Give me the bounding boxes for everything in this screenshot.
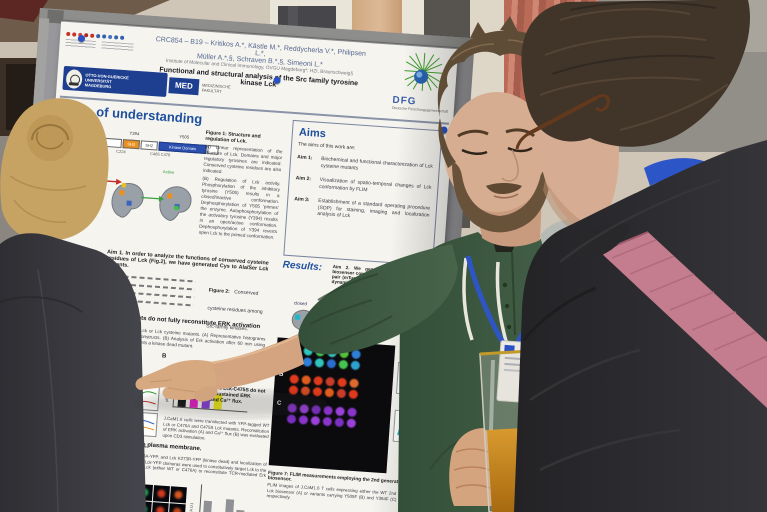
- beard: [452, 162, 551, 233]
- crc854-starburst-icon: [404, 52, 443, 91]
- black-hoodie: [514, 140, 767, 512]
- glasses-earpiece: [594, 94, 610, 112]
- glasses-frame: [515, 132, 529, 150]
- listener-hair: [521, 0, 750, 147]
- glasses-temple: [527, 96, 597, 136]
- listener-foreground: [514, 0, 767, 512]
- suit-jacket-back: [0, 233, 146, 512]
- eye: [507, 146, 533, 153]
- hood-fold: [585, 223, 632, 258]
- mustache: [486, 183, 522, 194]
- beer: [487, 428, 524, 512]
- hoodie-drawstring: [495, 261, 510, 349]
- hair-bun: [27, 115, 73, 161]
- glass-highlight: [489, 359, 495, 431]
- thumb: [194, 386, 218, 402]
- strap-ribbing: [611, 239, 767, 371]
- attendee-left: [0, 98, 146, 512]
- presenter-face: [444, 92, 550, 212]
- forearm: [207, 334, 304, 390]
- curtain-top-left: [0, 0, 48, 22]
- hoodie-folds: [529, 178, 721, 472]
- hoodie-drawstring: [462, 257, 474, 341]
- backpack-strap: [600, 232, 767, 408]
- eye: [461, 148, 488, 155]
- nose: [501, 149, 519, 182]
- green-sleeve: [298, 244, 458, 355]
- mouth: [493, 193, 519, 199]
- pointing-hand: [135, 360, 217, 400]
- eyebrow: [505, 128, 536, 138]
- blonde-hair: [0, 98, 109, 242]
- placket: [511, 251, 516, 336]
- eyebrow: [457, 129, 489, 138]
